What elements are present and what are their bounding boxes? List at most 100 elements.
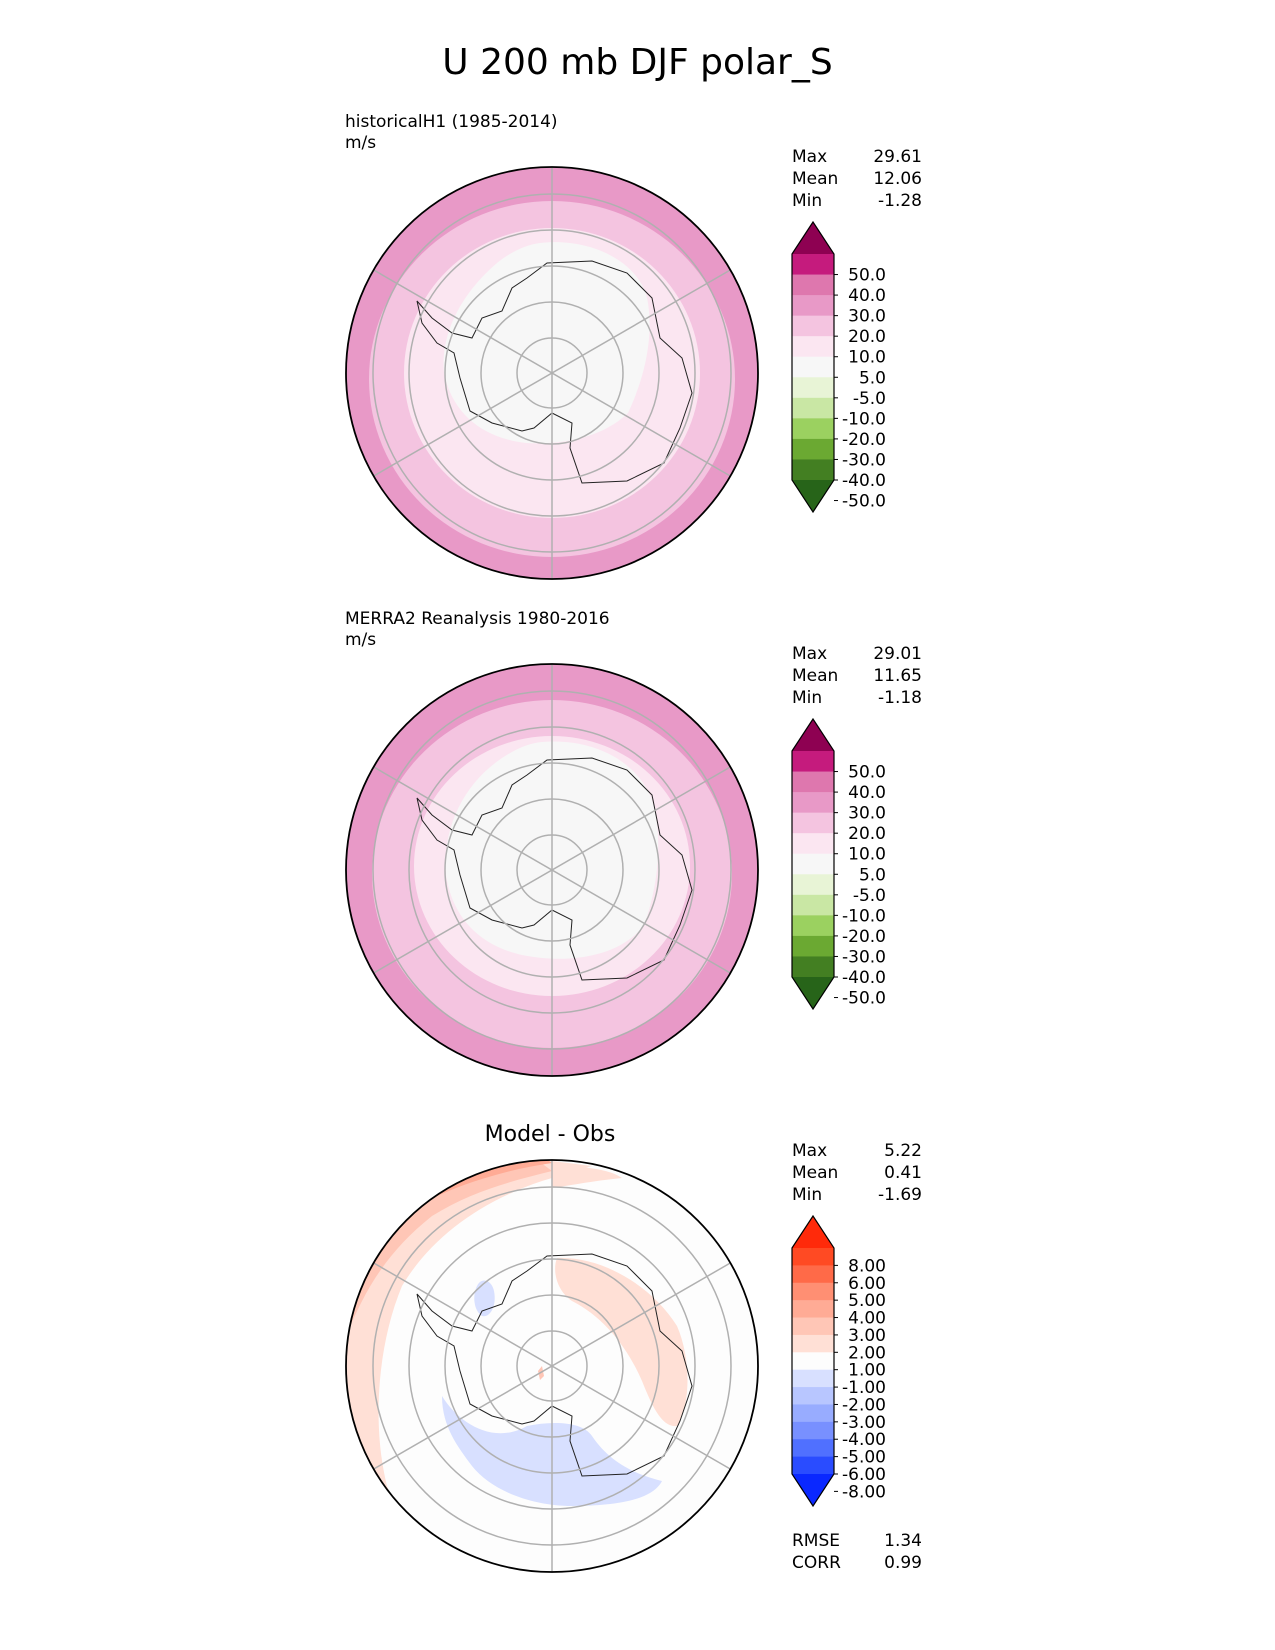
colorbar-tick-label: 20.0 — [848, 824, 886, 844]
diff-metrics: RMSE 1.34 CORR 0.99 — [792, 1530, 922, 1574]
stat-min-label: Min — [792, 688, 823, 708]
colorbar-tick-label: 8.00 — [848, 1256, 886, 1276]
colorbar-tick-label: -8.00 — [842, 1482, 886, 1502]
corr-label: CORR — [792, 1553, 841, 1573]
colorbar-tick-label: -30.0 — [842, 450, 886, 470]
colorbar-tick-label: -40.0 — [842, 968, 886, 988]
colorbar-swatch — [792, 894, 834, 916]
colorbar-swatch — [792, 812, 834, 834]
colorbar-swatch — [792, 751, 834, 773]
diff-polar-map — [345, 1159, 759, 1573]
colorbar-tick-label: 4.00 — [848, 1309, 886, 1329]
stat-min-label: Min — [792, 1185, 823, 1205]
colorbar-swatch — [792, 1265, 834, 1284]
colorbar-tick-label: 5.00 — [848, 1291, 886, 1311]
model-colorbar: 50.040.030.020.010.05.0-5.0-10.0-20.0-30… — [791, 220, 886, 514]
colorbar-swatch — [792, 1300, 834, 1319]
stat-mean-value: 0.41 — [884, 1163, 922, 1183]
colorbar-tick-label: 10.0 — [848, 348, 886, 368]
colorbar-swatch — [792, 356, 834, 378]
colorbar-tick-label: 40.0 — [848, 286, 886, 306]
colorbar-swatch — [792, 1282, 834, 1301]
colorbar-swatch — [792, 397, 834, 419]
obs-colorbar: 50.040.030.020.010.05.0-5.0-10.0-20.0-30… — [791, 717, 886, 1011]
colorbar-swatch — [792, 418, 834, 440]
colorbar-swatch — [792, 874, 834, 896]
stat-max-value: 29.61 — [873, 147, 922, 167]
model-panel-title: historicalH1 (1985-2014) m/s — [345, 112, 558, 154]
stat-min-value: -1.69 — [878, 1185, 922, 1205]
colorbar-tick-label: -50.0 — [842, 989, 886, 1009]
colorbar-tick-label: -3.00 — [842, 1413, 886, 1433]
colorbar-swatch — [792, 1369, 834, 1388]
colorbar-tick-label: 2.00 — [848, 1343, 886, 1363]
obs-units: m/s — [345, 630, 377, 650]
model-units: m/s — [345, 133, 377, 153]
colorbar-tick-label: 30.0 — [848, 804, 886, 824]
stat-mean-label: Mean — [792, 1163, 839, 1183]
stat-max-label: Max — [792, 644, 828, 664]
diff-stats: Max 5.22 Mean 0.41 Min -1.69 — [792, 1140, 922, 1206]
rmse-value: 1.34 — [884, 1531, 922, 1551]
colorbar-extend-bottom — [792, 1474, 834, 1506]
model-polar-map — [345, 166, 759, 580]
colorbar-extend-bottom — [792, 977, 834, 1009]
obs-polar-map — [345, 663, 759, 1077]
colorbar-swatch — [792, 1456, 834, 1475]
corr-value: 0.99 — [884, 1553, 922, 1573]
colorbar-swatch — [792, 1439, 834, 1458]
colorbar-tick-label: -5.00 — [842, 1448, 886, 1468]
colorbar-swatch — [792, 935, 834, 957]
colorbar-swatch — [792, 315, 834, 337]
colorbar-tick-label: 1.00 — [848, 1361, 886, 1381]
colorbar-swatch — [792, 438, 834, 460]
model-stats: Max 29.61 Mean 12.06 Min -1.28 — [792, 146, 922, 212]
stat-min-value: -1.18 — [878, 688, 922, 708]
stat-max-value: 5.22 — [884, 1141, 922, 1161]
colorbar-tick-label: 10.0 — [848, 845, 886, 865]
diff-colorbar: 8.006.005.004.003.002.001.00-1.00-2.00-3… — [791, 1214, 886, 1508]
model-title: historicalH1 (1985-2014) — [345, 112, 558, 132]
colorbar-tick-label: -10.0 — [842, 409, 886, 429]
stat-max-value: 29.01 — [873, 644, 922, 664]
colorbar-swatch — [792, 833, 834, 855]
colorbar-swatch — [792, 771, 834, 793]
stat-max-label: Max — [792, 1141, 828, 1161]
colorbar-tick-label: -50.0 — [842, 492, 886, 512]
colorbar-swatch — [792, 1352, 834, 1371]
obs-stats: Max 29.01 Mean 11.65 Min -1.18 — [792, 643, 922, 709]
colorbar-tick-label: -20.0 — [842, 430, 886, 450]
colorbar-swatch — [792, 459, 834, 481]
stat-mean-value: 12.06 — [873, 169, 922, 189]
colorbar-tick-label: -20.0 — [842, 927, 886, 947]
colorbar-extend-top — [792, 1216, 834, 1248]
colorbar-tick-label: 30.0 — [848, 307, 886, 327]
stat-max-label: Max — [792, 147, 828, 167]
colorbar-swatch — [792, 1387, 834, 1405]
colorbar-tick-label: -10.0 — [842, 906, 886, 926]
colorbar-swatch — [792, 295, 834, 317]
colorbar-extend-top — [792, 222, 834, 254]
colorbar-tick-label: -40.0 — [842, 471, 886, 491]
stat-mean-value: 11.65 — [873, 666, 922, 686]
colorbar-swatch — [792, 274, 834, 296]
figure-title: U 200 mb DJF polar_S — [442, 42, 833, 83]
colorbar-tick-label: -6.00 — [842, 1465, 886, 1485]
colorbar-swatch — [792, 853, 834, 875]
stat-min-label: Min — [792, 191, 823, 211]
colorbar-tick-label: 3.00 — [848, 1326, 886, 1346]
colorbar-swatch — [792, 1334, 834, 1353]
colorbar-swatch — [792, 1317, 834, 1336]
colorbar-tick-label: -5.0 — [853, 886, 886, 906]
diff-panel-title: Model - Obs — [484, 1122, 616, 1147]
colorbar-swatch — [792, 792, 834, 814]
colorbar-swatch — [792, 915, 834, 937]
colorbar-tick-label: 20.0 — [848, 327, 886, 347]
colorbar-tick-label: -30.0 — [842, 947, 886, 967]
rmse-label: RMSE — [792, 1531, 841, 1551]
colorbar-tick-label: 6.00 — [848, 1274, 886, 1294]
colorbar-swatch — [792, 254, 834, 276]
colorbar-tick-label: 40.0 — [848, 783, 886, 803]
obs-panel-title: MERRA2 Reanalysis 1980-2016 m/s — [345, 609, 610, 651]
colorbar-extend-bottom — [792, 480, 834, 512]
